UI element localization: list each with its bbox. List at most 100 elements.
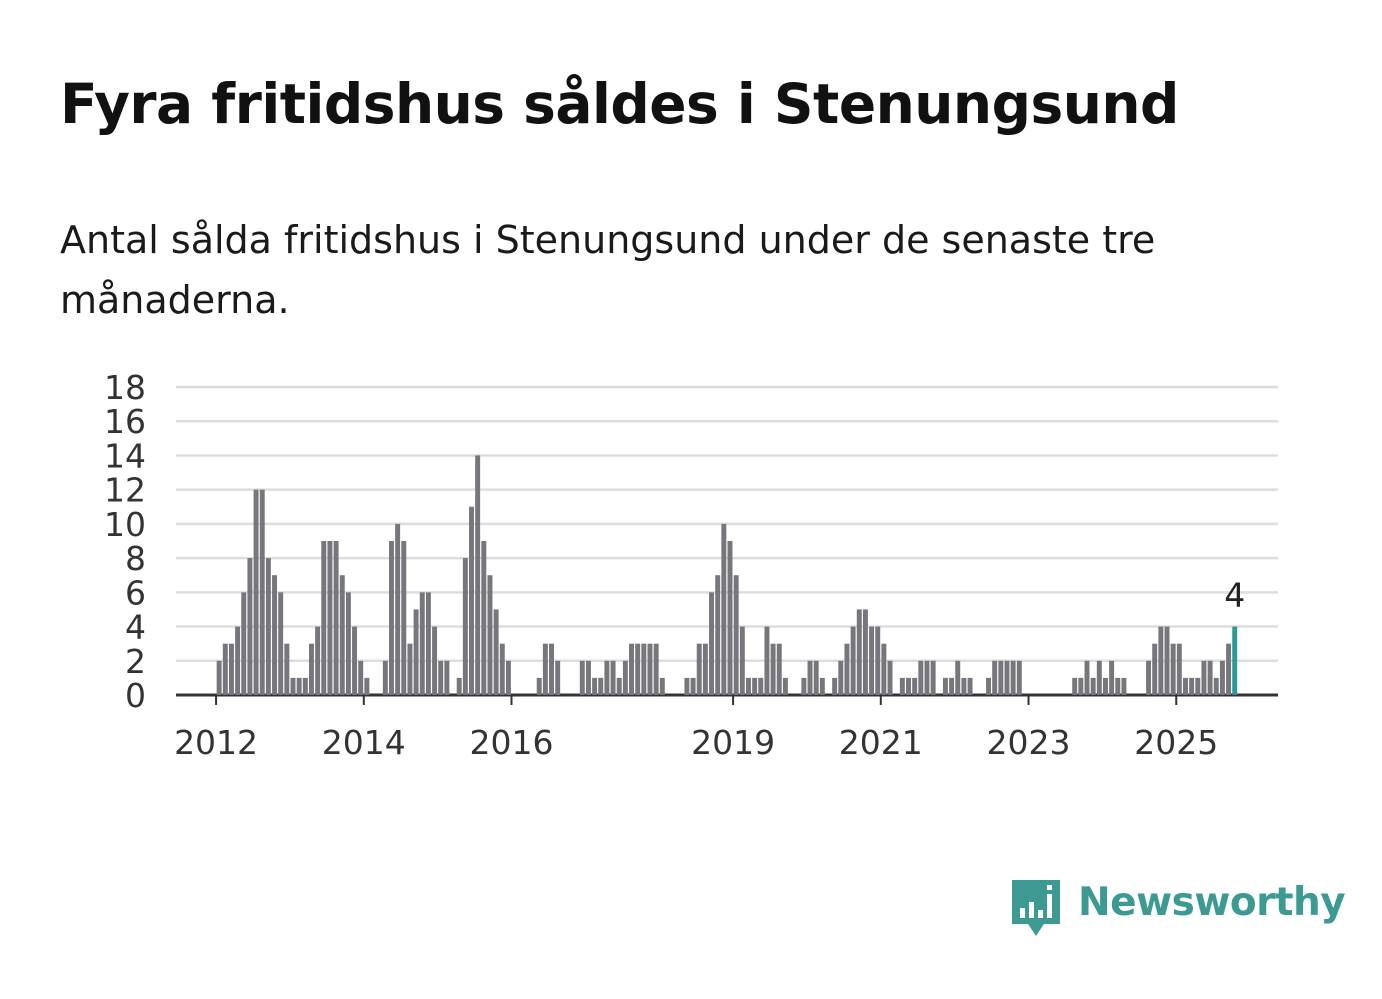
bar bbox=[721, 523, 727, 695]
bar bbox=[622, 660, 628, 695]
y-tick-label: 2 bbox=[125, 642, 146, 681]
bar bbox=[684, 677, 690, 695]
bar bbox=[745, 677, 751, 695]
bar bbox=[222, 643, 228, 695]
bar bbox=[235, 626, 241, 695]
chart-title: Fyra fritidshus såldes i Stenungsund bbox=[60, 72, 1179, 136]
bar bbox=[659, 677, 665, 695]
bar bbox=[425, 592, 431, 695]
bar bbox=[327, 541, 333, 695]
bar bbox=[801, 677, 807, 695]
bar bbox=[395, 523, 401, 695]
bar bbox=[487, 575, 493, 695]
bar bbox=[1016, 660, 1022, 695]
bar bbox=[844, 643, 850, 695]
x-tick-label: 2021 bbox=[839, 723, 923, 762]
brand-name: Newsworthy bbox=[1078, 880, 1346, 925]
x-tick-label: 2014 bbox=[322, 723, 406, 762]
bar bbox=[1226, 643, 1232, 695]
bar bbox=[216, 660, 222, 695]
bar bbox=[241, 592, 247, 695]
bar bbox=[247, 558, 253, 695]
bar bbox=[333, 541, 339, 695]
x-tick-label: 2012 bbox=[174, 723, 258, 762]
bar bbox=[715, 575, 721, 695]
y-tick-label: 6 bbox=[125, 573, 146, 612]
bar bbox=[1170, 643, 1176, 695]
bar-highlight bbox=[1232, 626, 1238, 695]
bar bbox=[653, 643, 659, 695]
bar bbox=[585, 660, 591, 695]
bar bbox=[456, 677, 462, 695]
bar bbox=[315, 626, 321, 695]
bar bbox=[555, 660, 561, 695]
x-axis-ticks: 2012 2014 2016 2019 2021 2023 2025 bbox=[174, 695, 1218, 762]
bar bbox=[887, 660, 893, 695]
bar bbox=[696, 643, 702, 695]
bars bbox=[216, 455, 1238, 695]
bar bbox=[752, 677, 758, 695]
bar bbox=[493, 609, 499, 695]
bar bbox=[352, 626, 358, 695]
last-value-label: 4 bbox=[1224, 576, 1245, 615]
bar bbox=[278, 592, 284, 695]
bar bbox=[912, 677, 918, 695]
bar bbox=[986, 677, 991, 695]
bar bbox=[462, 558, 468, 695]
bar bbox=[444, 660, 450, 695]
bar bbox=[1189, 677, 1195, 695]
bar bbox=[284, 643, 290, 695]
newsworthy-logo[interactable]: Newsworthy bbox=[1010, 878, 1346, 940]
bar bbox=[228, 643, 234, 695]
bar bbox=[345, 592, 351, 695]
bar bbox=[850, 626, 856, 695]
bar bbox=[438, 660, 444, 695]
bar bbox=[838, 660, 844, 695]
bar bbox=[998, 660, 1004, 695]
bar bbox=[389, 541, 394, 695]
bar bbox=[401, 541, 407, 695]
bar bbox=[505, 660, 511, 695]
bar bbox=[253, 489, 259, 695]
y-tick-label: 14 bbox=[104, 436, 146, 475]
bar bbox=[1176, 643, 1182, 695]
x-tick-label: 2025 bbox=[1134, 723, 1218, 762]
bar bbox=[358, 660, 364, 695]
bar bbox=[1072, 677, 1078, 695]
bar bbox=[862, 609, 868, 695]
bar bbox=[955, 660, 961, 695]
bar bbox=[992, 660, 998, 695]
bar bbox=[1182, 677, 1188, 695]
bar bbox=[629, 643, 634, 695]
bar bbox=[364, 677, 370, 695]
bar bbox=[382, 660, 388, 695]
bar bbox=[1084, 660, 1090, 695]
bar bbox=[604, 660, 610, 695]
bar bbox=[616, 677, 622, 695]
y-tick-label: 8 bbox=[125, 539, 146, 578]
chart-subtitle: Antal sålda fritidshus i Stenungsund und… bbox=[60, 218, 1156, 322]
bar bbox=[881, 643, 887, 695]
bar bbox=[832, 677, 838, 695]
bar bbox=[875, 626, 881, 695]
bar bbox=[413, 609, 419, 695]
bar bbox=[690, 677, 696, 695]
x-tick-label: 2016 bbox=[470, 723, 554, 762]
bar bbox=[942, 677, 948, 695]
bar bbox=[259, 489, 265, 695]
bar bbox=[1096, 660, 1102, 695]
bar bbox=[856, 609, 862, 695]
bar bbox=[1146, 660, 1152, 695]
bar bbox=[930, 660, 936, 695]
bar bbox=[339, 575, 345, 695]
bar bbox=[1201, 660, 1207, 695]
bar bbox=[776, 643, 782, 695]
bar bbox=[709, 592, 715, 695]
bar bbox=[770, 643, 776, 695]
bar bbox=[967, 677, 973, 695]
bar bbox=[949, 677, 955, 695]
bar bbox=[272, 575, 278, 695]
bar bbox=[1078, 677, 1084, 695]
